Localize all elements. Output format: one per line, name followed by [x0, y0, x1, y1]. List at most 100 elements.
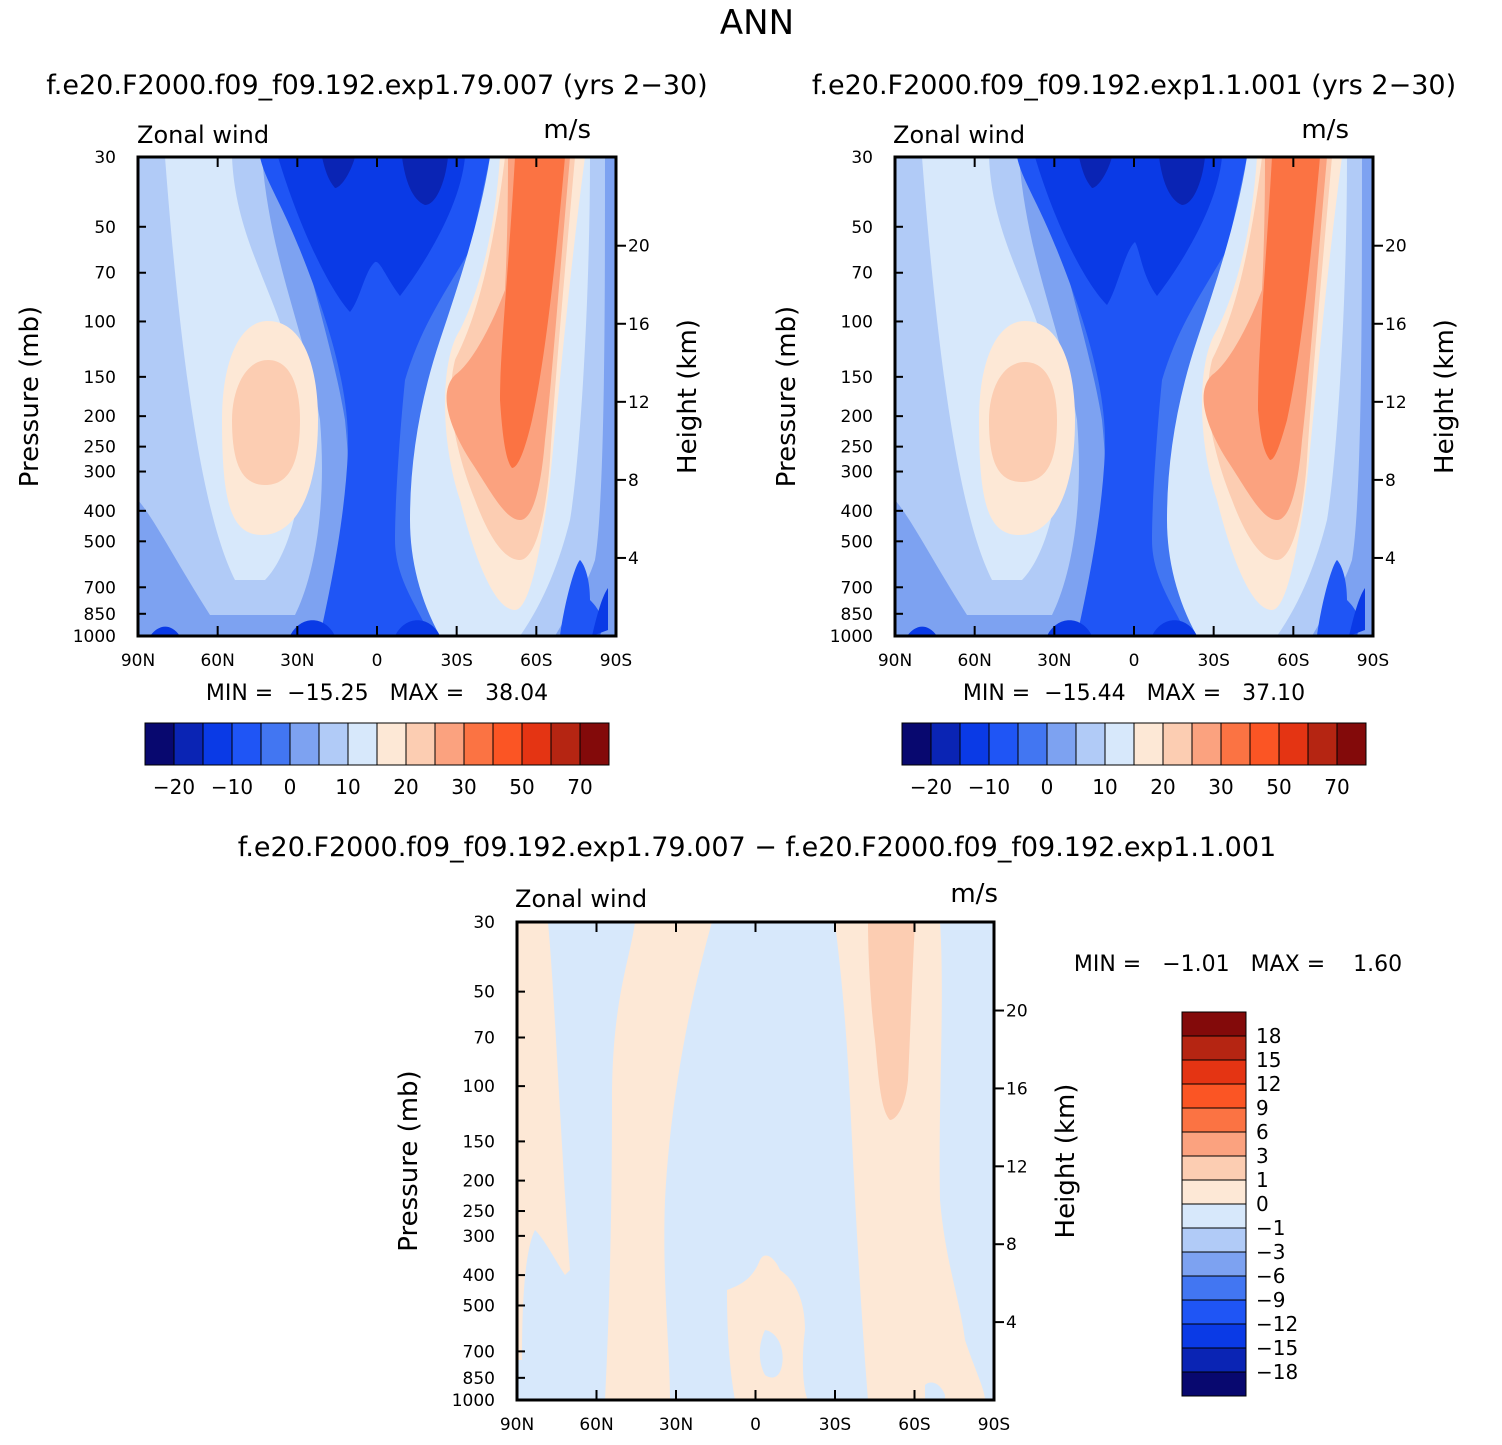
height-tick-label: 12	[1385, 393, 1407, 413]
height-tick-label: 4	[1006, 1313, 1017, 1333]
pressure-tick-label: 500	[463, 1297, 495, 1317]
pressure-tick-label: 150	[463, 1132, 495, 1152]
colorbar-box	[1181, 1203, 1247, 1229]
colorbar-box	[930, 722, 961, 766]
pressure-tick-label: 150	[841, 368, 873, 388]
contour-level-10	[232, 360, 300, 485]
colorbar-box	[1181, 1323, 1247, 1349]
variable-label-right: Zonal wind	[893, 121, 1025, 149]
colorbar-box	[521, 722, 552, 766]
contour-level-3b	[1349, 588, 1365, 636]
latitude-tick-label: 30N	[280, 651, 314, 671]
colorbar-label: 9	[1256, 1096, 1269, 1120]
contour-level-7b	[1277, 157, 1372, 636]
colorbar-label: 1	[1256, 1168, 1269, 1192]
contour-fill	[895, 157, 1373, 636]
colorbar-label: 10	[335, 775, 360, 799]
colorbar-box	[289, 722, 320, 766]
colorbar-label: 6	[1256, 1120, 1269, 1144]
pressure-tick-label: 50	[473, 983, 495, 1003]
contour-level-4b	[1317, 560, 1359, 636]
pressure-tick-label: 700	[463, 1342, 495, 1362]
latitude-tick-label: 30S	[440, 651, 472, 671]
colorbar-box	[1336, 722, 1367, 766]
colorbar-label: 50	[509, 775, 534, 799]
colorbar-box	[959, 722, 990, 766]
colorbar-label: −20	[910, 775, 952, 799]
colorbar-box	[463, 722, 494, 766]
latitude-tick-label: 60S	[1277, 651, 1309, 671]
latitude-tick-label: 90S	[1357, 651, 1389, 671]
pressure-tick-label: 300	[463, 1227, 495, 1247]
pressure-tick-label: 150	[84, 368, 116, 388]
case-title-right: f.e20.F2000.f09_f09.192.exp1.1.001 (yrs …	[812, 70, 1456, 101]
contour-neg-sliver-2	[925, 1382, 945, 1400]
height-tick-label: 16	[628, 315, 650, 335]
contour-pos-band-2	[605, 922, 712, 1400]
pressure-tick-label: 400	[841, 502, 873, 522]
colorbar-box	[988, 722, 1019, 766]
colorbar-box	[1181, 1347, 1247, 1373]
latitude-tick-label: 90S	[600, 651, 632, 671]
pressure-tick-label: 50	[851, 218, 873, 238]
panel-test	[893, 155, 1375, 638]
colorbar-label: 70	[1324, 775, 1349, 799]
pressure-tick-label: 400	[463, 1266, 495, 1286]
height-tick-label: 4	[628, 549, 639, 569]
height-tick-label: 4	[1385, 549, 1396, 569]
latitude-tick-label: 90N	[878, 651, 912, 671]
contour-level-12b	[500, 157, 565, 468]
pressure-tick-label: 100	[841, 312, 873, 332]
pressure-tick-label: 200	[463, 1172, 495, 1192]
pressure-tick-label: 1000	[452, 1391, 495, 1411]
contour-pos-level-2	[868, 922, 915, 1120]
height-tick-label: 20	[628, 237, 650, 257]
colorbar-box	[405, 722, 436, 766]
height-axis-title: Height (km)	[1430, 319, 1460, 474]
contour-level-6b	[1312, 157, 1372, 636]
colorbar-box	[260, 722, 291, 766]
diff-title: f.e20.F2000.f09_f09.192.exp1.79.007 − f.…	[238, 832, 1276, 863]
latitude-tick-label: 60S	[520, 651, 552, 671]
colorbar-label: 30	[451, 775, 476, 799]
colorbar-label: −20	[153, 775, 195, 799]
contour-level-6b	[555, 157, 615, 636]
pressure-tick-label: 850	[841, 605, 873, 625]
colorbar-label: −3	[1256, 1240, 1285, 1264]
pressure-tick-label: 700	[84, 578, 116, 598]
contour-blip-3	[395, 620, 440, 636]
height-tick-label: 16	[1385, 315, 1407, 335]
pressure-tick-label: 1000	[830, 627, 873, 647]
colorbar-label: 0	[1256, 1192, 1269, 1216]
height-tick-label: 12	[628, 393, 650, 413]
latitude-tick-label: 60N	[957, 651, 991, 671]
colorbar-label: 15	[1256, 1048, 1281, 1072]
colorbar-box	[1181, 1035, 1247, 1061]
contour-blip-1	[150, 626, 180, 636]
pressure-tick-label: 400	[84, 502, 116, 522]
contour-level-4	[1017, 157, 1247, 636]
colorbar-box	[1133, 722, 1164, 766]
colorbar-box	[579, 722, 610, 766]
pressure-tick-label: 200	[84, 407, 116, 427]
colorbar-label: −10	[211, 775, 253, 799]
variable-label-diff: Zonal wind	[515, 885, 647, 913]
pressure-tick-label: 30	[473, 913, 495, 933]
pressure-tick-label: 30	[851, 148, 873, 168]
latitude-tick-label: 90N	[500, 1415, 534, 1435]
colorbar-box	[1046, 722, 1077, 766]
pressure-tick-label: 850	[84, 605, 116, 625]
latitude-tick-label: 90S	[978, 1415, 1010, 1435]
latitude-tick-label: 0	[372, 651, 383, 671]
variable-label-left: Zonal wind	[137, 121, 269, 149]
colorbar-box	[1181, 1275, 1247, 1301]
colorbar-label: −9	[1256, 1288, 1285, 1312]
pressure-tick-label: 500	[84, 532, 116, 552]
colorbar-label: 12	[1256, 1072, 1281, 1096]
height-axis-title: Height (km)	[673, 319, 703, 474]
colorbar-box	[1162, 722, 1193, 766]
pressure-tick-label: 250	[84, 438, 116, 458]
colorbar-label: −12	[1256, 1312, 1298, 1336]
pressure-tick-label: 50	[94, 218, 116, 238]
